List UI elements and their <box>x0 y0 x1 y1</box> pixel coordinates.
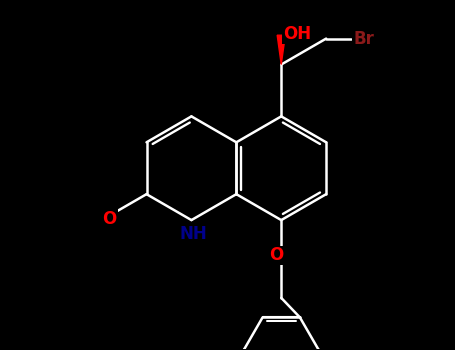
Text: O: O <box>270 246 284 264</box>
Text: NH: NH <box>180 225 207 243</box>
Text: OH: OH <box>283 25 311 43</box>
Polygon shape <box>277 35 285 64</box>
Text: Br: Br <box>353 30 374 48</box>
Text: O: O <box>102 210 117 228</box>
